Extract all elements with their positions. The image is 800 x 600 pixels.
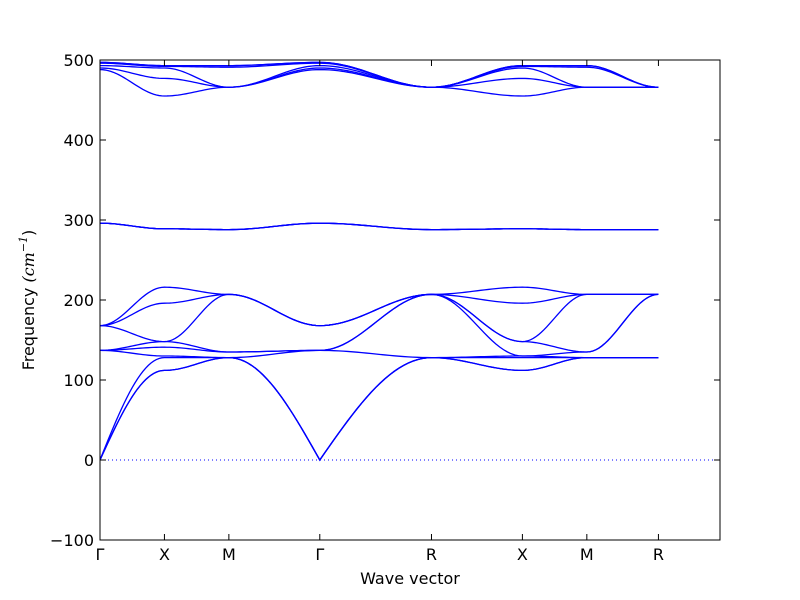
y-tick-label: 0 [84,451,94,470]
y-axis-label-exponent: −1 [17,236,30,252]
band-line-3 [100,356,659,462]
x-tick-label: Γ [96,545,105,564]
band-line-6 [100,293,659,353]
bands-layer [100,61,659,462]
y-tick-label: 300 [63,211,94,230]
y-tick-label: 500 [63,51,94,70]
band-line-18 [100,61,659,88]
band-line-1 [100,356,659,462]
y-ticks: −100 0 100 200 300 400 500 [50,51,720,550]
y-axis-label: Frequency (cm−1) [17,230,38,371]
band-line-16 [100,62,659,88]
band-line-2 [100,356,659,462]
band-line-4 [100,349,659,359]
x-tick-label: X [159,545,170,564]
y-axis-label-unit: (cm [19,252,38,282]
x-tick-label: M [580,545,594,564]
y-axis-label-text: Frequency [19,288,38,371]
band-line-9 [100,286,659,327]
band-line-5 [100,293,659,357]
band-line-14 [100,67,659,88]
band-line-13 [100,68,659,97]
y-tick-label: 400 [63,131,94,150]
y-tick-label: 200 [63,291,94,310]
band-line-12 [100,222,659,231]
band-line-15 [100,64,659,88]
x-tick-label: R [653,545,664,564]
x-tick-label: R [426,545,437,564]
y-tick-label: 100 [63,371,94,390]
y-tick-label: −100 [50,531,94,550]
x-tick-label: X [517,545,528,564]
x-axis-label: Wave vector [360,569,460,588]
x-tick-label: Γ [315,545,324,564]
x-tick-label: M [222,545,236,564]
